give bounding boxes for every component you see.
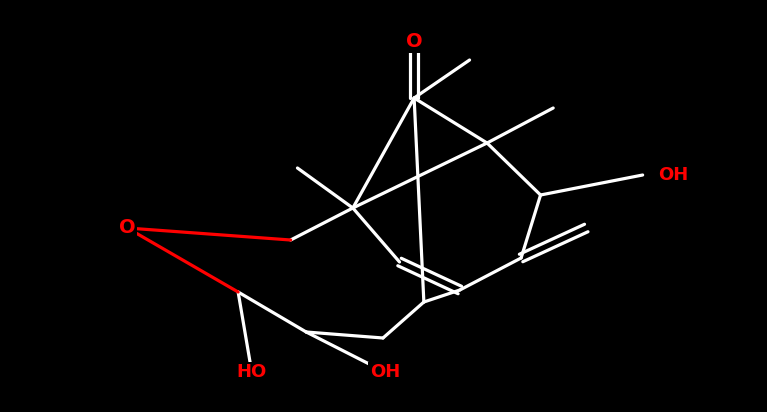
Text: HO: HO: [236, 363, 267, 381]
Text: O: O: [119, 218, 136, 237]
Text: OH: OH: [370, 363, 400, 381]
Text: OH: OH: [658, 166, 689, 184]
Text: O: O: [406, 33, 423, 52]
